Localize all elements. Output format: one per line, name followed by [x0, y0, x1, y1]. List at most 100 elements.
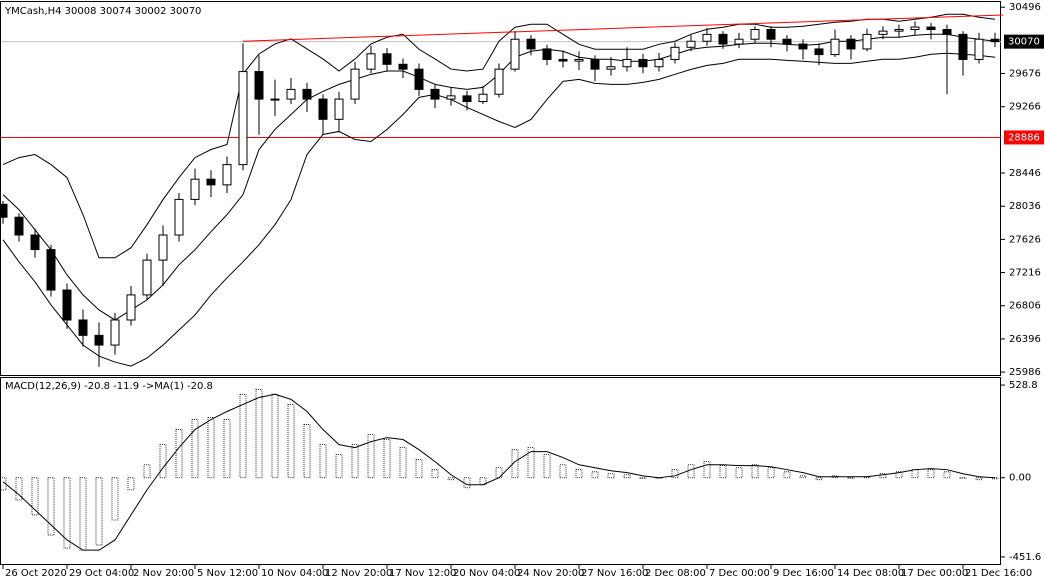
- candle-body: [926, 26, 936, 31]
- candle-body: [366, 53, 376, 70]
- macd-bar: [783, 471, 791, 479]
- y-tick-label: 28036: [1009, 201, 1041, 212]
- macd-bar: [431, 469, 439, 479]
- candle-body: [958, 33, 968, 60]
- candle-body: [142, 259, 152, 296]
- macd-bar: [143, 464, 151, 479]
- x-tick-label: 24 Nov 20:00: [517, 568, 584, 579]
- candle-body: [654, 58, 664, 68]
- candle-body: [46, 249, 56, 291]
- macd-bar: [671, 469, 679, 479]
- macd-bar: [447, 477, 455, 481]
- macd-bar: [591, 471, 599, 479]
- macd-bar: [527, 447, 535, 479]
- candle-body: [14, 216, 24, 236]
- candle-body: [110, 319, 120, 346]
- y-tick-label: 27626: [1009, 234, 1041, 245]
- candle-body: [638, 58, 648, 68]
- candle-body: [430, 88, 440, 100]
- candle-body: [894, 29, 904, 32]
- macd-bar: [271, 393, 279, 479]
- macd-bar: [79, 477, 87, 551]
- macd-bar: [767, 467, 775, 479]
- candle-body: [670, 46, 680, 60]
- candle-body: [158, 234, 168, 261]
- macd-bar: [207, 417, 215, 479]
- macd-bar: [287, 404, 295, 479]
- candle-body: [686, 40, 696, 48]
- band-lower: [2, 52, 996, 367]
- candle-body: [286, 88, 296, 100]
- macd-bar: [95, 477, 103, 546]
- candle-body: [590, 58, 600, 70]
- candle-body: [702, 33, 712, 42]
- y-tick-label: -451.6: [1009, 552, 1041, 563]
- x-tick-label: 7 Dec 00:00: [709, 568, 770, 579]
- band-upper: [2, 13, 996, 259]
- x-tick-label: 14 Dec 08:00: [837, 568, 904, 579]
- candle-body: [126, 294, 136, 321]
- candle-body: [606, 66, 616, 70]
- candle-body: [862, 33, 872, 50]
- price-label-box: [1004, 130, 1044, 145]
- macd-bar: [927, 469, 935, 479]
- candle-body: [30, 234, 40, 251]
- y-tick-label: 26396: [1009, 334, 1041, 345]
- candle-body: [830, 38, 840, 56]
- y-tick-label: 29266: [1009, 102, 1041, 113]
- chart-title: YMCash,H4 30008 30074 30002 30070: [4, 6, 201, 17]
- candle-body: [78, 319, 88, 336]
- x-tick-label: 20 Nov 04:00: [453, 568, 520, 579]
- candle-body: [990, 38, 1000, 43]
- macd-bar: [175, 429, 183, 479]
- candle-body: [942, 29, 952, 35]
- macd-bar: [159, 444, 167, 479]
- macd-bar: [191, 419, 199, 479]
- candle-body: [766, 29, 776, 40]
- macd-bar: [799, 475, 807, 479]
- macd-bar: [575, 469, 583, 479]
- macd-bar: [559, 464, 567, 479]
- macd-bar: [319, 444, 327, 479]
- macd-panel: [0, 377, 1001, 565]
- candle-body: [94, 334, 104, 346]
- candle-body: [846, 38, 856, 50]
- macd-title: MACD(12,26,9) -20.8 -11.9 ->MA(1) -20.8: [5, 381, 213, 392]
- price-label: 28886: [1008, 132, 1040, 143]
- candle-body: [222, 164, 232, 186]
- x-tick-label: 27 Nov 16:00: [581, 568, 648, 579]
- y-tick-label: 25986: [1009, 367, 1041, 378]
- macd-bar: [607, 473, 615, 479]
- macd-bar: [47, 477, 55, 536]
- x-tick-label: 12 Nov 20:00: [325, 568, 392, 579]
- candle-body: [510, 38, 520, 70]
- macd-bar: [383, 439, 391, 479]
- macd-bar: [127, 477, 135, 491]
- macd-bar: [239, 393, 247, 479]
- price-panel: [0, 1, 1001, 376]
- candle-body: [750, 29, 760, 40]
- macd-bar: [399, 447, 407, 479]
- candle-body: [910, 26, 920, 31]
- candle-body: [446, 95, 456, 100]
- candle-body: [734, 38, 744, 45]
- macd-bar: [751, 464, 759, 479]
- macd-bar: [815, 477, 823, 481]
- macd-bar: [847, 477, 855, 479]
- candle-body: [414, 68, 424, 90]
- macd-bar: [719, 465, 727, 479]
- x-tick-label: 17 Nov 12:00: [389, 568, 456, 579]
- x-tick-label: 9 Dec 16:00: [773, 568, 834, 579]
- macd-bar: [303, 424, 311, 479]
- macd-bar: [255, 388, 263, 479]
- y-tick-label: 27216: [1009, 268, 1041, 279]
- candle-body: [254, 71, 264, 100]
- candle-body: [398, 63, 408, 70]
- candle-body: [542, 48, 552, 60]
- macd-bar: [351, 444, 359, 479]
- y-tick-label: 30496: [1009, 2, 1041, 13]
- candle-body: [382, 53, 392, 65]
- signal-line: [2, 393, 996, 551]
- candle-body: [302, 88, 312, 100]
